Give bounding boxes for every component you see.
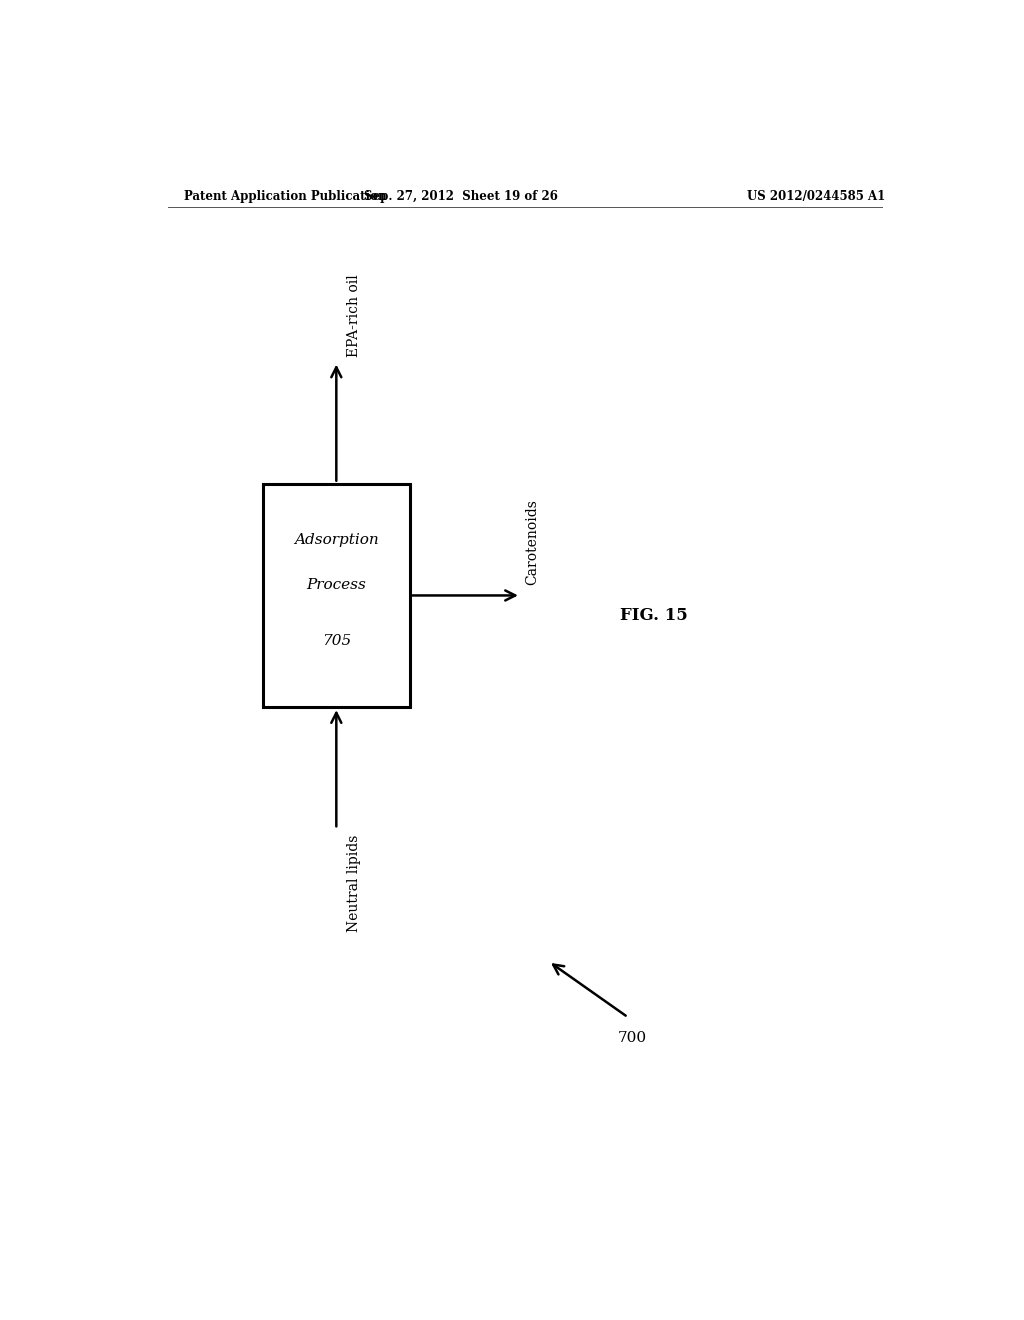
- Text: Neutral lipids: Neutral lipids: [347, 834, 360, 932]
- Text: FIG. 15: FIG. 15: [620, 607, 688, 624]
- Bar: [263, 483, 410, 708]
- Text: Process: Process: [306, 578, 367, 593]
- Text: Adsorption: Adsorption: [294, 532, 379, 546]
- Text: US 2012/0244585 A1: US 2012/0244585 A1: [748, 190, 886, 202]
- Text: Sep. 27, 2012  Sheet 19 of 26: Sep. 27, 2012 Sheet 19 of 26: [365, 190, 558, 202]
- Text: 700: 700: [617, 1031, 646, 1044]
- Text: EPA-rich oil: EPA-rich oil: [347, 273, 360, 356]
- Text: Carotenoids: Carotenoids: [524, 499, 539, 585]
- Text: Patent Application Publication: Patent Application Publication: [183, 190, 386, 202]
- Text: 705: 705: [322, 634, 351, 648]
